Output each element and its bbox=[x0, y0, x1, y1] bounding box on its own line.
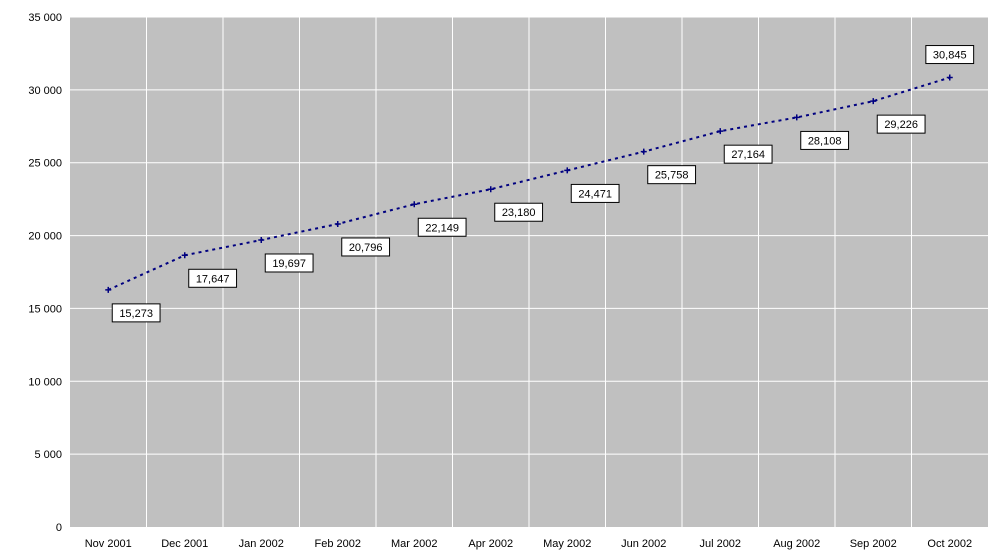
data-label-text: 25,758 bbox=[655, 170, 689, 182]
x-tick-label: May 2002 bbox=[543, 538, 591, 550]
y-tick-label: 20 000 bbox=[28, 231, 62, 243]
data-point bbox=[564, 167, 571, 174]
data-label-text: 27,164 bbox=[731, 149, 765, 161]
data-label-text: 20,796 bbox=[349, 242, 383, 254]
data-label-box bbox=[111, 303, 161, 323]
data-label: 29,226 bbox=[876, 114, 926, 134]
data-label: 24,471 bbox=[570, 183, 620, 203]
data-label-box bbox=[341, 237, 391, 257]
data-label: 23,180 bbox=[494, 202, 544, 222]
data-label-box bbox=[723, 144, 773, 164]
y-tick-label: 5 000 bbox=[34, 449, 62, 461]
data-point bbox=[640, 148, 647, 155]
data-label-box bbox=[494, 202, 544, 222]
data-label-box bbox=[264, 253, 314, 273]
x-tick-label: Nov 2001 bbox=[85, 538, 132, 550]
data-point bbox=[946, 74, 953, 81]
data-label-box bbox=[925, 45, 975, 65]
x-tick-label: Dec 2001 bbox=[161, 538, 208, 550]
y-tick-label: 15 000 bbox=[28, 303, 62, 315]
x-tick-label: Sep 2002 bbox=[850, 538, 897, 550]
data-point bbox=[717, 128, 724, 135]
x-tick-label: Jul 2002 bbox=[699, 538, 741, 550]
data-point bbox=[105, 286, 112, 293]
x-tick-label: Oct 2002 bbox=[927, 538, 972, 550]
axes: 0 5 000 10 000 15 000 20 000 25 000 30 000 35 0… bbox=[28, 12, 972, 550]
x-tick-label: Jun 2002 bbox=[621, 538, 666, 550]
data-label-box bbox=[800, 130, 850, 150]
data-label: 22,149 bbox=[417, 217, 467, 237]
data-label: 28,108 bbox=[800, 130, 850, 150]
data-label-box bbox=[876, 114, 926, 134]
y-tick-label: 10 000 bbox=[28, 376, 62, 388]
y-tick-label: 35 000 bbox=[28, 12, 62, 24]
data-label-text: 28,108 bbox=[808, 135, 842, 147]
data-label: 25,758 bbox=[647, 165, 697, 185]
data-label-text: 30,845 bbox=[933, 50, 967, 62]
x-tick-label: Feb 2002 bbox=[315, 538, 361, 550]
data-label: 15,273 bbox=[111, 303, 161, 323]
data-point bbox=[793, 114, 800, 121]
data-point bbox=[258, 236, 265, 243]
data-label-text: 19,697 bbox=[272, 258, 306, 270]
data-label-box bbox=[417, 217, 467, 237]
series-layer bbox=[105, 74, 953, 293]
data-label-box bbox=[188, 268, 238, 288]
y-tick-label: 30 000 bbox=[28, 85, 62, 97]
data-label-box bbox=[647, 165, 697, 185]
y-tick-label: 0 bbox=[56, 522, 62, 534]
x-tick-label: Apr 2002 bbox=[468, 538, 513, 550]
data-label: 30,845 bbox=[925, 45, 975, 65]
data-point bbox=[181, 252, 188, 259]
data-point bbox=[334, 220, 341, 227]
data-label: 19,697 bbox=[264, 253, 314, 273]
data-point bbox=[411, 201, 418, 208]
data-point bbox=[487, 186, 494, 193]
data-label-text: 22,149 bbox=[425, 222, 459, 234]
data-point bbox=[870, 98, 877, 105]
data-label-text: 17,647 bbox=[196, 273, 230, 285]
x-tick-label: Jan 2002 bbox=[239, 538, 284, 550]
y-tick-label: 25 000 bbox=[28, 158, 62, 170]
data-labels: 15,273 17,647 19,697 20,796 22,149 23,180 24,4… bbox=[111, 45, 975, 323]
data-label-box bbox=[570, 183, 620, 203]
data-label: 20,796 bbox=[341, 237, 391, 257]
data-label-text: 29,226 bbox=[884, 119, 918, 131]
x-tick-label: Mar 2002 bbox=[391, 538, 437, 550]
data-label-text: 23,180 bbox=[502, 207, 536, 219]
data-label-text: 24,471 bbox=[578, 188, 612, 200]
data-label-text: 15,273 bbox=[119, 308, 153, 320]
data-label: 17,647 bbox=[188, 268, 238, 288]
x-tick-label: Aug 2002 bbox=[773, 538, 820, 550]
data-label: 27,164 bbox=[723, 144, 773, 164]
series-line bbox=[107, 76, 951, 291]
